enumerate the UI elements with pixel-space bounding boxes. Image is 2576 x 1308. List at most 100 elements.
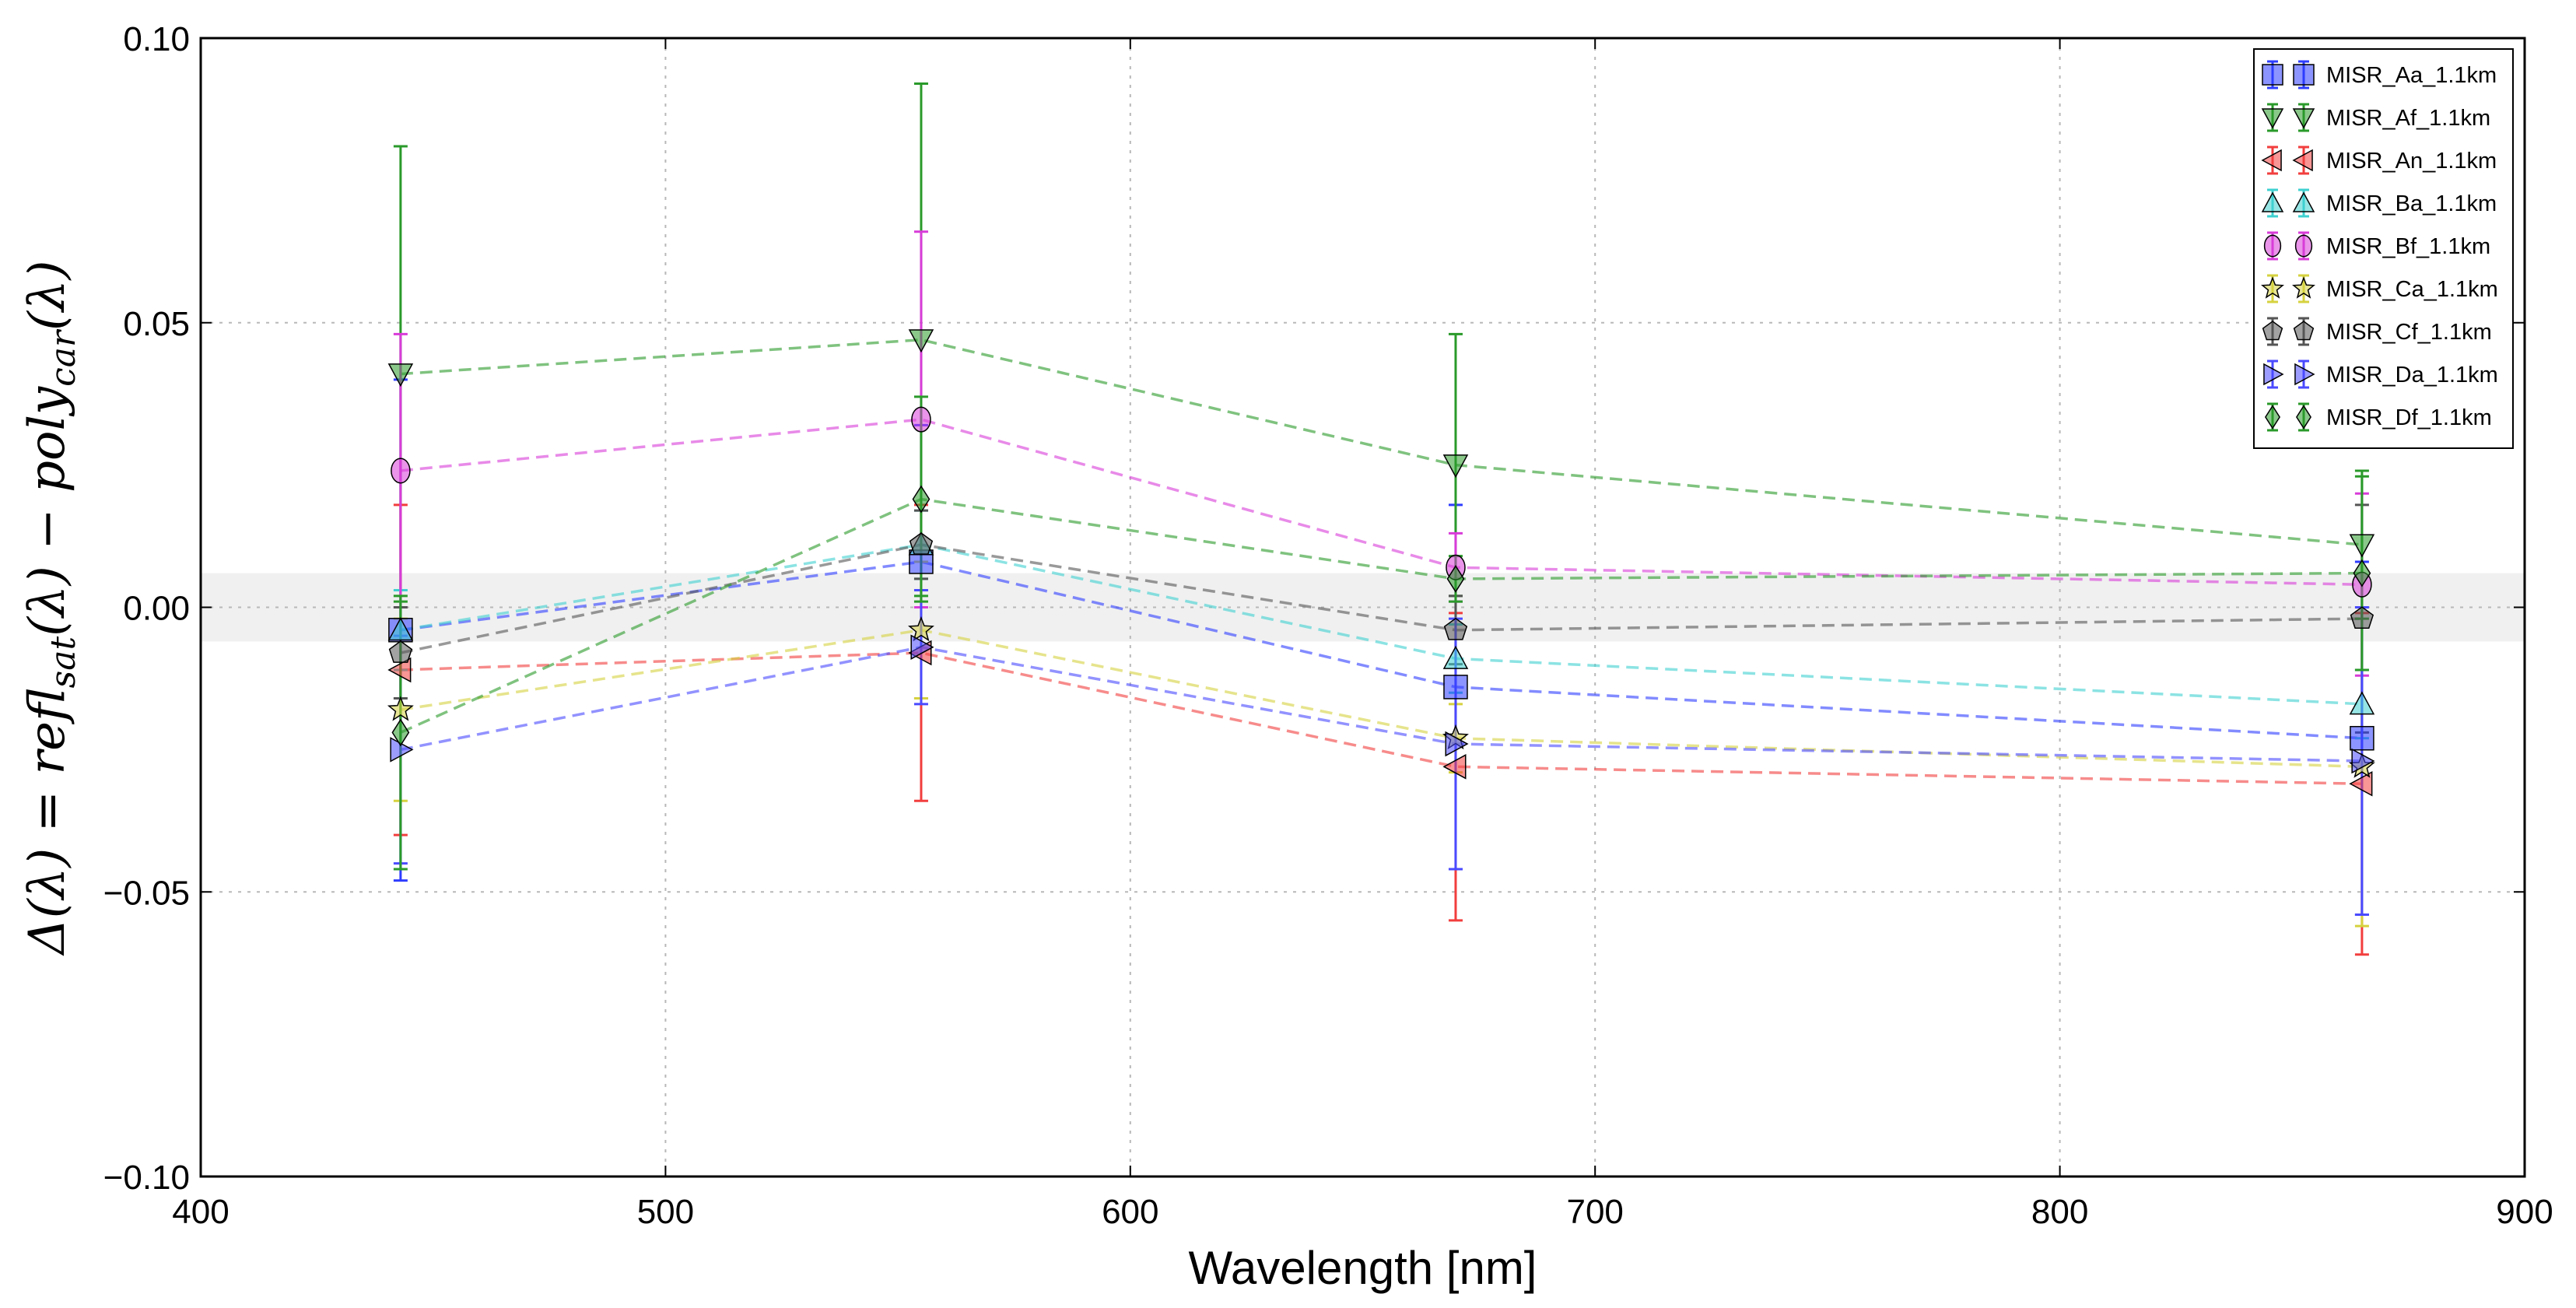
data-point — [2350, 725, 2374, 751]
legend-marker — [2292, 191, 2315, 212]
legend-item: MISR_Aa_1.1km — [2262, 60, 2497, 89]
x-tick-label: 800 — [2031, 1193, 2088, 1231]
x-tick-label: 500 — [637, 1193, 694, 1231]
series-line — [400, 651, 2362, 786]
legend-marker — [2294, 363, 2315, 386]
series-lines-layer — [400, 338, 2363, 786]
legend-marker — [2261, 108, 2284, 129]
legend-item: MISR_Cf_1.1km — [2262, 317, 2492, 346]
legend-label: MISR_Ba_1.1km — [2326, 191, 2497, 216]
x-axis-label: Wavelength [nm] — [1189, 1242, 1537, 1294]
data-point — [391, 458, 411, 484]
data-point — [387, 696, 414, 721]
data-point — [387, 363, 414, 387]
legend-label: MISR_Da_1.1km — [2326, 363, 2498, 387]
y-axis-label-sub: sat — [44, 636, 83, 689]
legend-marker — [2292, 108, 2315, 129]
legend-marker — [2261, 191, 2284, 212]
legend-label: MISR_Ca_1.1km — [2326, 277, 2498, 302]
legend-marker — [2261, 149, 2282, 172]
legend: MISR_Aa_1.1km MISR_Af_1.1km MISR_An_1.1km M… — [2253, 48, 2514, 449]
y-tick-label: 0.10 — [123, 20, 190, 58]
legend-item: MISR_Ba_1.1km — [2261, 188, 2497, 218]
ticks-layer — [200, 37, 2525, 1177]
data-point — [387, 617, 414, 641]
x-tick-label: 900 — [2496, 1193, 2553, 1231]
legend-label: MISR_Af_1.1km — [2326, 106, 2490, 131]
markers-layer — [387, 329, 2375, 797]
legend-marker — [2292, 276, 2315, 299]
series-line — [400, 628, 2362, 769]
tick-labels-layer: 400 500 600 700 800 900 −0.10 −0.05 0.00 0.05 0.10 — [103, 20, 2553, 1231]
legend-item: MISR_Af_1.1km — [2261, 103, 2490, 132]
y-axis-label-sub: car — [44, 328, 83, 387]
legend-item: MISR_Df_1.1km — [2265, 402, 2492, 432]
series-line — [400, 543, 2362, 654]
data-point — [910, 634, 934, 660]
series-line — [400, 497, 2362, 735]
data-point — [1446, 565, 1465, 593]
data-point — [909, 532, 934, 555]
legend-label: MISR_Cf_1.1km — [2326, 320, 2492, 345]
data-point — [2351, 748, 2375, 774]
series-line — [400, 338, 2363, 546]
legend-label: MISR_Df_1.1km — [2326, 405, 2492, 430]
series-line — [400, 543, 2362, 706]
grid-layer — [201, 38, 2525, 1176]
data-point — [908, 615, 934, 642]
data-point — [2350, 606, 2374, 629]
legend-marker — [2263, 234, 2282, 258]
legend-marker — [2263, 363, 2284, 386]
legend-item: MISR_Da_1.1km — [2263, 359, 2498, 389]
data-point — [2349, 691, 2375, 715]
series-line — [400, 560, 2363, 740]
y-tick-label: −0.05 — [103, 874, 190, 912]
y-axis-label-part: (λ) − poly — [19, 386, 76, 636]
series-line — [400, 645, 2362, 763]
legend-marker — [2293, 64, 2315, 86]
data-point — [1442, 645, 1469, 669]
legend-items: MISR_Aa_1.1km MISR_Af_1.1km MISR_An_1.1km M… — [2261, 60, 2498, 432]
y-tick-label: 0.00 — [123, 590, 190, 628]
data-point — [912, 485, 931, 514]
data-point — [2353, 559, 2371, 587]
data-point — [1443, 675, 1468, 700]
y-axis-label-part: (λ) — [19, 260, 76, 331]
x-tick-label: 700 — [1566, 1193, 1623, 1231]
legend-marker — [2261, 276, 2284, 299]
legend-marker — [2265, 405, 2280, 430]
data-point — [911, 406, 931, 433]
y-axis-label-part: Δ(λ) = refl — [19, 688, 76, 956]
series-line — [400, 418, 2362, 586]
data-point — [1443, 617, 1468, 640]
y-tick-label: −0.10 — [103, 1159, 190, 1197]
legend-marker — [2292, 149, 2313, 172]
data-point — [391, 718, 410, 747]
legend-marker — [2262, 64, 2283, 86]
data-point — [2349, 534, 2375, 558]
legend-label: MISR_Bf_1.1km — [2326, 234, 2490, 259]
y-axis-label: Δ(λ) = reflsat(λ) − polycar(λ) — [19, 260, 83, 956]
data-point — [1445, 731, 1469, 757]
legend-label: MISR_Aa_1.1km — [2326, 63, 2497, 88]
legend-item: MISR_An_1.1km — [2261, 146, 2497, 175]
legend-item: MISR_Ca_1.1km — [2261, 274, 2498, 303]
x-tick-label: 400 — [172, 1193, 229, 1231]
reference-band-layer — [201, 573, 2525, 642]
data-point — [387, 657, 412, 683]
data-point — [388, 640, 413, 663]
data-point — [1442, 754, 1467, 780]
y-tick-label: 0.05 — [123, 305, 190, 343]
x-tick-label: 600 — [1102, 1193, 1158, 1231]
reference-band — [201, 573, 2525, 642]
data-point — [908, 329, 934, 353]
legend-marker — [2293, 321, 2315, 341]
legend-marker — [2262, 321, 2283, 341]
legend-label: MISR_An_1.1km — [2326, 149, 2497, 174]
data-point — [1442, 454, 1469, 479]
legend-marker — [2294, 234, 2313, 258]
legend-item: MISR_Bf_1.1km — [2263, 231, 2490, 261]
legend-marker — [2296, 405, 2311, 430]
error-bars-layer — [393, 82, 2369, 956]
